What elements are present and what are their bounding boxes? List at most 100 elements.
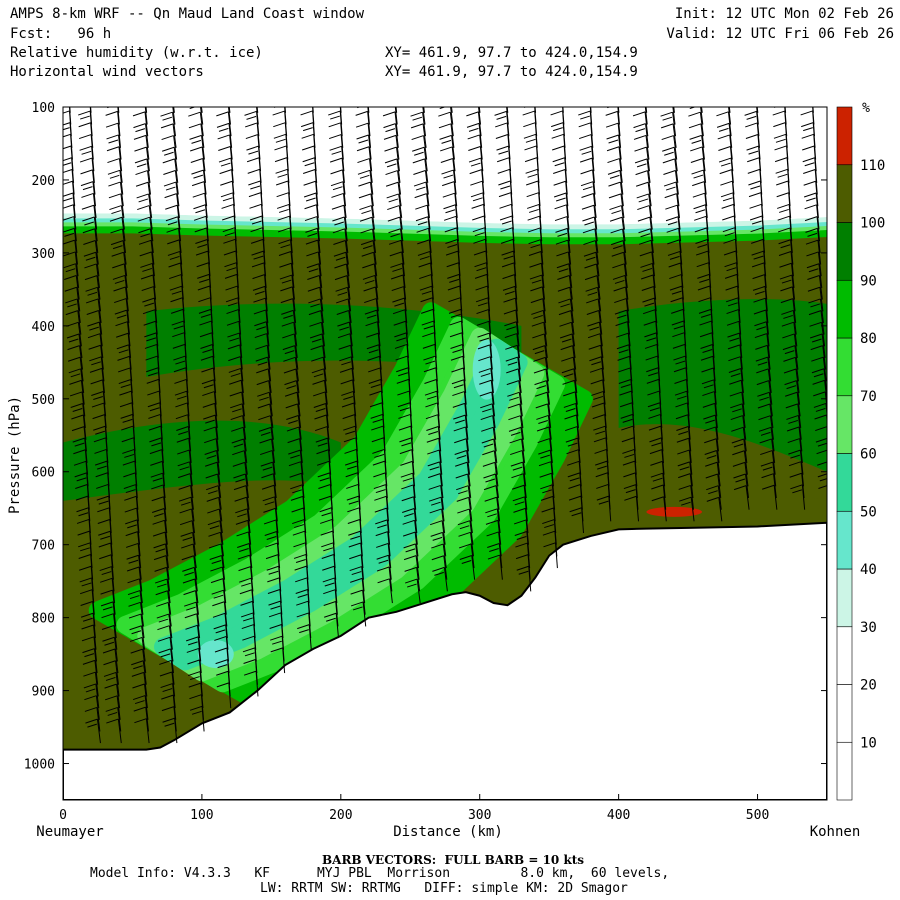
colorbar-segment (836, 684, 853, 743)
wind-barb-flag (311, 356, 324, 362)
wind-barb-flag (557, 286, 571, 292)
wind-barb-half-flag (82, 617, 93, 622)
wind-barb (488, 321, 492, 347)
wind-barb-half-flag (783, 314, 793, 319)
wind-barb-flag (350, 577, 363, 583)
wind-barb (687, 414, 691, 440)
wind-barb-half-flag (759, 396, 769, 401)
wind-barb-flag (146, 367, 159, 373)
wind-barb (172, 112, 177, 137)
wind-barb-flag (688, 123, 702, 129)
wind-barb (619, 182, 624, 207)
wind-barb-flag (336, 298, 349, 304)
wind-barb (728, 107, 732, 125)
wind-barb-flag (67, 356, 81, 362)
wind-barb (661, 461, 666, 487)
wind-barb-flag (469, 169, 482, 175)
wind-barb-half-flag (415, 186, 426, 191)
wind-barb (591, 146, 595, 172)
wind-barb (542, 298, 547, 323)
wind-barb (267, 368, 272, 394)
wind-barb-flag (255, 344, 268, 350)
wind-barb-flag (527, 215, 540, 221)
wind-barb-flag (611, 240, 624, 246)
wind-barb (741, 403, 746, 429)
wind-barb (75, 275, 80, 300)
colorbar-segment (836, 164, 853, 223)
wind-barb (174, 718, 178, 744)
wind-barb-flag (605, 122, 619, 128)
wind-barb-flag (366, 332, 379, 338)
wind-barb-half-flag (229, 337, 240, 342)
wind-barb-half-flag (504, 290, 515, 295)
wind-barb-flag (581, 204, 595, 210)
wind-barb-flag (167, 250, 181, 256)
wind-barb-half-flag (622, 418, 633, 423)
wind-barb (369, 170, 374, 195)
wind-barb-half-flag (203, 384, 214, 389)
wind-barb-flag (240, 600, 253, 606)
wind-barb-flag (466, 100, 478, 104)
wind-barb-flag (779, 262, 792, 268)
wind-barb-flag (634, 158, 648, 164)
wind-barb-flag (414, 193, 427, 199)
wind-barb (398, 193, 403, 218)
colorbar-label: 110 (860, 158, 885, 174)
wind-barb (425, 182, 430, 207)
wind-barb-flag (413, 170, 426, 175)
wind-barb-flag (612, 263, 625, 269)
wind-barb-flag (755, 356, 768, 362)
wind-barb-flag (268, 600, 281, 606)
wind-barb-flag (556, 251, 569, 257)
wind-barb (200, 107, 203, 113)
wind-barb-flag (216, 111, 229, 117)
wind-barb (494, 462, 499, 487)
wind-barb (293, 322, 298, 347)
colorbar-segment (836, 741, 853, 801)
wind-barb-flag (804, 204, 817, 210)
wind-barb (519, 415, 524, 440)
wind-barb (518, 380, 523, 405)
wind-barb-half-flag (362, 245, 373, 250)
wind-barb-flag (321, 554, 334, 559)
wind-barb (362, 601, 367, 627)
wind-barb (699, 112, 704, 137)
wind-barb-half-flag (375, 489, 386, 494)
wind-barb-flag (759, 438, 772, 444)
wind-barb (218, 497, 223, 522)
wind-barb (119, 182, 124, 207)
wind-barb-flag (814, 414, 827, 420)
wind-barb-flag (106, 134, 119, 140)
wind-barb-half-flag (310, 303, 320, 308)
wind-barb (443, 567, 448, 592)
wind-barb-flag (216, 100, 228, 104)
wind-barb-flag (440, 146, 453, 152)
wind-barb-flag (160, 111, 173, 117)
wind-barb-half-flag (450, 313, 461, 318)
wind-barb (648, 193, 653, 218)
wind-barb-flag (606, 146, 620, 152)
wind-barb-flag (75, 484, 88, 489)
wind-barb-flag (222, 215, 235, 221)
wind-barb (477, 111, 482, 137)
wind-barb-flag (450, 344, 463, 349)
wind-barb-flag (319, 507, 332, 513)
wind-barb-flag (357, 158, 370, 164)
wind-barb-flag (286, 414, 299, 420)
wind-barb (815, 181, 819, 207)
wind-barb (468, 497, 473, 522)
wind-barb-flag (502, 274, 515, 280)
wind-barb-flag (499, 203, 512, 209)
wind-barb (767, 357, 772, 382)
wind-barb-half-flag (681, 501, 691, 506)
wind-barb-flag (403, 555, 417, 561)
wind-barb-half-flag (700, 313, 711, 318)
wind-barb-flag (334, 263, 347, 269)
wind-barb-half-flag (808, 268, 819, 273)
wind-barb-flag (560, 345, 573, 351)
wind-barb-half-flag (206, 455, 217, 459)
wind-barb-half-flag (199, 278, 210, 283)
wind-barb-flag (165, 204, 178, 210)
wind-barb-flag (105, 122, 119, 128)
wind-barb-half-flag (443, 174, 454, 179)
